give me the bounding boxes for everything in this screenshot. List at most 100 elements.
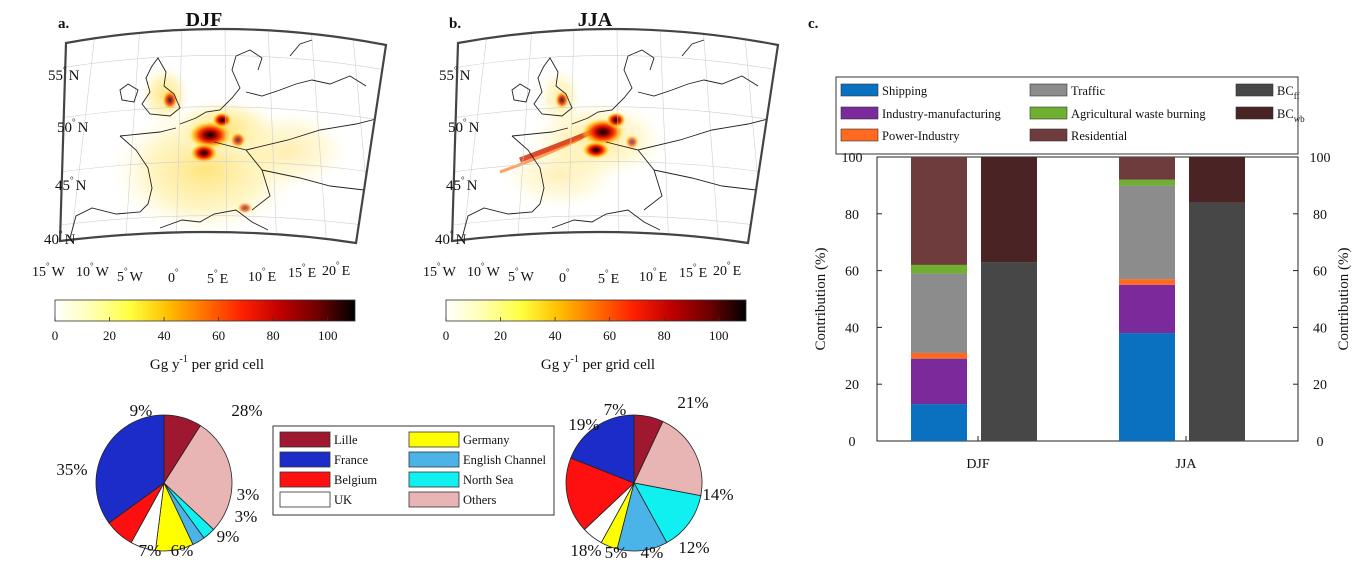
panel-b-letter: b. [449, 16, 461, 32]
bar-shipping-djf [911, 404, 967, 441]
pie-slice-others [633, 420, 703, 497]
panel-a: a. DJF [32, 9, 388, 373]
colorbar-tick: 100 [709, 328, 729, 343]
bar-agricultural-waste-burning-jja [1119, 179, 1175, 186]
lat-labels-a: 55° N 50° N 45° N 40° N [44, 65, 89, 248]
y-axis-label-right: Contribution (%) [1336, 248, 1352, 351]
lon-label: 5° E [598, 268, 619, 287]
pie-label: 7% [139, 541, 162, 560]
panel-a-letter: a. [58, 16, 70, 32]
bar-legend-label: Shipping [882, 84, 928, 98]
map-b [452, 28, 778, 243]
pie-label: 12% [678, 538, 709, 557]
pie-label: 3% [235, 507, 258, 526]
bar-shipping-jja [1119, 333, 1175, 441]
panel-c-letter: c. [808, 16, 819, 32]
pie-chart-b: 7% 21% 14% 12% 4% 5%18% 19% [565, 393, 734, 562]
y-axis-label-left: Contribution (%) [813, 248, 829, 351]
lat-labels-b: 55° N 50° N 45° N 40° N [435, 65, 480, 248]
map-b-frame [450, 27, 780, 245]
bar-legend-label: Traffic [1071, 84, 1105, 98]
bar-industry-manufacturing-jja [1119, 284, 1175, 334]
colorbar-gradient [445, 299, 747, 322]
pie-label: 18% [570, 541, 601, 560]
y-tick-right: 20 [1313, 378, 1327, 393]
pie-legend-swatch [279, 471, 331, 488]
bar-power-industry-jja [1119, 279, 1175, 285]
bar-legend: Shipping Industry-manufacturing Power-Indu… [840, 83, 1305, 143]
colorbar-tick: 20 [103, 328, 116, 343]
bar-legend-swatch [840, 106, 879, 120]
pie-label: 9% [217, 527, 240, 546]
colorbar-gradient [54, 299, 356, 322]
pie-chart-a: 9% 28%3%3%9%6%7%35% [56, 401, 262, 560]
colorbar-tick: 0 [443, 328, 450, 343]
pie-legend-label: UK [334, 493, 352, 507]
lat-label: 40° N [435, 229, 467, 248]
lat-label: 55° N [439, 65, 471, 84]
pie-legend: Lille Germany France English Channel Belgium… [272, 425, 555, 516]
pie-legend-swatch [279, 491, 331, 508]
lon-label: 20° E [322, 260, 350, 279]
lon-label: 10° E [248, 266, 276, 285]
bar-legend-swatch [1235, 106, 1274, 120]
colorbar-tick: 80 [658, 328, 671, 343]
bar-legend-label: Power-Industry [882, 129, 960, 143]
bar-bc-ff-djf [981, 262, 1037, 441]
bar-legend-label: BCff [1277, 84, 1300, 101]
lon-label: 5° E [207, 268, 228, 287]
bar-agricultural-waste-burning-djf [911, 264, 967, 274]
pie-legend-label: North Sea [463, 473, 514, 487]
pie-legend-label: France [334, 453, 368, 467]
pie-legend-label: Belgium [334, 473, 377, 487]
lat-label: 40° N [44, 229, 76, 248]
bar-legend-swatch [1029, 106, 1068, 120]
lat-label: 55° N [48, 65, 80, 84]
lat-label: 50° N [448, 117, 480, 136]
x-tick-label: DJF [966, 457, 990, 472]
bar-residential-jja [1119, 157, 1175, 180]
pie-slice-belgium [565, 457, 635, 531]
pie-label: 28% [231, 401, 262, 420]
y-tick-left: 40 [845, 321, 859, 336]
bar-industry-manufacturing-djf [911, 358, 967, 405]
pie-legend-label: Germany [463, 433, 510, 447]
panel-b: b. JJA [423, 9, 780, 373]
pie-label: 21% [677, 393, 708, 412]
colorbar-tick: 0 [52, 328, 59, 343]
bar-legend-swatch [1029, 128, 1068, 142]
pie-legend-label: Lille [334, 433, 358, 447]
pie-legend-swatch [408, 471, 460, 488]
lon-label: 15° E [679, 262, 707, 281]
bar-legend-label: Residential [1071, 129, 1128, 143]
lat-label: 50° N [57, 117, 89, 136]
lon-labels-a: 15° W 10° W 5° W 0° 5° E 10° E 15° E 20° E [32, 260, 350, 287]
lon-label: 10° W [76, 261, 110, 280]
pie-legend-swatch [408, 451, 460, 468]
colorbar-tick: 40 [158, 328, 171, 343]
colorbar-a: 0 20 40 60 80 100 Gg y-1 per grid cell [52, 299, 356, 373]
lon-label: 0° [168, 267, 179, 286]
bar-legend-label: BCwb [1277, 107, 1305, 124]
colorbar-tick: 20 [494, 328, 507, 343]
bar-chart: 0 0 20 20 40 40 60 60 80 80 100 100 Contribution (%)… [813, 151, 1352, 472]
y-tick-left: 60 [845, 265, 859, 280]
bar-residential-djf [911, 157, 967, 265]
y-tick-right: 80 [1313, 208, 1327, 223]
pie-label: 7% [604, 400, 627, 419]
y-tick-left: 20 [845, 378, 859, 393]
bar-traffic-jja [1119, 185, 1175, 280]
bar-bc-wb-jja [1189, 157, 1245, 203]
pie-label: 6% [171, 541, 194, 560]
bar-legend-swatch [840, 83, 879, 97]
lon-label: 5° W [117, 266, 144, 285]
map-a-frame [58, 27, 388, 245]
lon-label: 5° W [508, 266, 535, 285]
lon-label: 20° E [713, 260, 741, 279]
lon-labels-b: 15° W 10° W 5° W 0° 5° E 10° E 15° E 20° E [423, 260, 741, 287]
pie-label: 14% [702, 485, 733, 504]
bar-power-industry-djf [911, 352, 967, 359]
y-tick-left: 100 [842, 151, 863, 166]
colorbar-label: Gg y-1 per grid cell [541, 354, 655, 373]
bar-legend-swatch [1029, 83, 1068, 97]
